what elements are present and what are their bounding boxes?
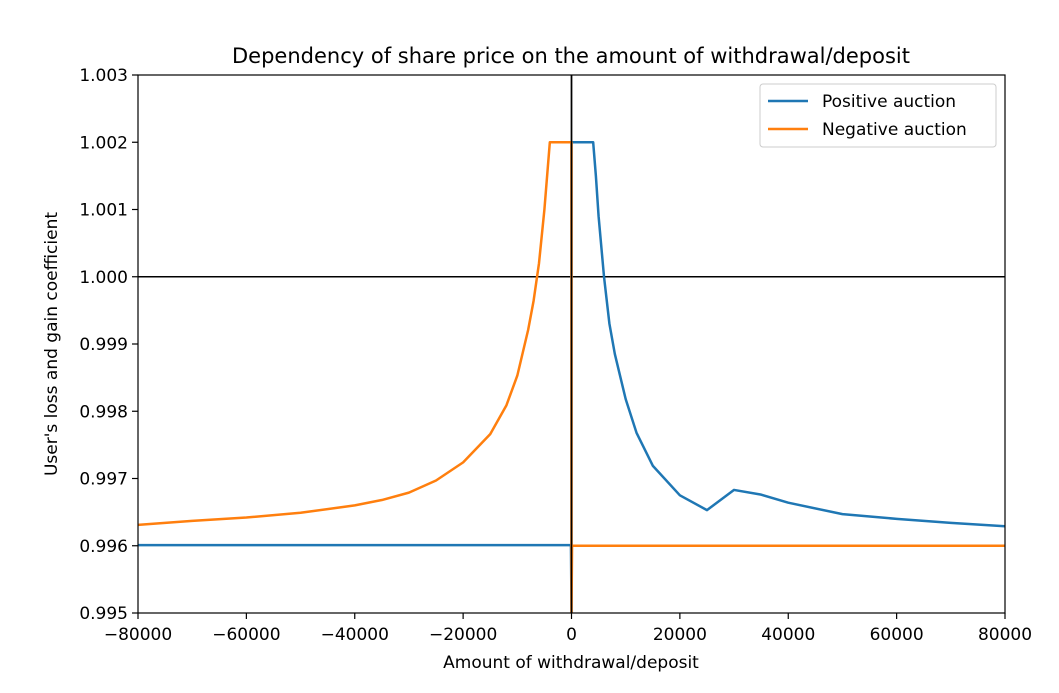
y-tick-label: 1.003 (79, 66, 128, 86)
y-tick-label: 0.995 (79, 604, 128, 624)
legend: Positive auction Negative auction (759, 83, 997, 148)
x-tick-label: 60000 (870, 625, 924, 645)
y-axis: 0.995 0.996 0.997 0.998 0.999 1.000 1.001 1.002… (79, 66, 138, 624)
y-axis-label: User's loss and gain coefficient (42, 212, 62, 476)
x-tick-label: −60000 (212, 625, 280, 645)
x-axis: −80000 −60000 −40000 −20000 0 20000 40000 60000… (104, 613, 1032, 645)
legend-label-positive: Positive auction (822, 92, 956, 112)
y-tick-label: 0.999 (79, 335, 128, 355)
x-tick-label: −80000 (104, 625, 172, 645)
x-axis-label: Amount of withdrawal/deposit (443, 653, 699, 673)
x-tick-label: −20000 (429, 625, 497, 645)
x-tick-label: 0 (566, 625, 577, 645)
x-tick-label: 40000 (761, 625, 815, 645)
x-tick-label: −40000 (321, 625, 389, 645)
legend-box (759, 83, 997, 148)
y-tick-label: 1.001 (79, 201, 128, 221)
chart-title: Dependency of share price on the amount … (232, 44, 910, 68)
y-tick-label: 0.997 (79, 470, 128, 490)
x-tick-label: 80000 (978, 625, 1032, 645)
x-tick-label: 20000 (653, 625, 707, 645)
y-tick-label: 0.996 (79, 537, 128, 557)
legend-label-negative: Negative auction (822, 120, 967, 140)
y-tick-label: 0.998 (79, 402, 128, 422)
y-tick-label: 1.000 (79, 268, 128, 288)
y-tick-label: 1.002 (79, 133, 128, 153)
